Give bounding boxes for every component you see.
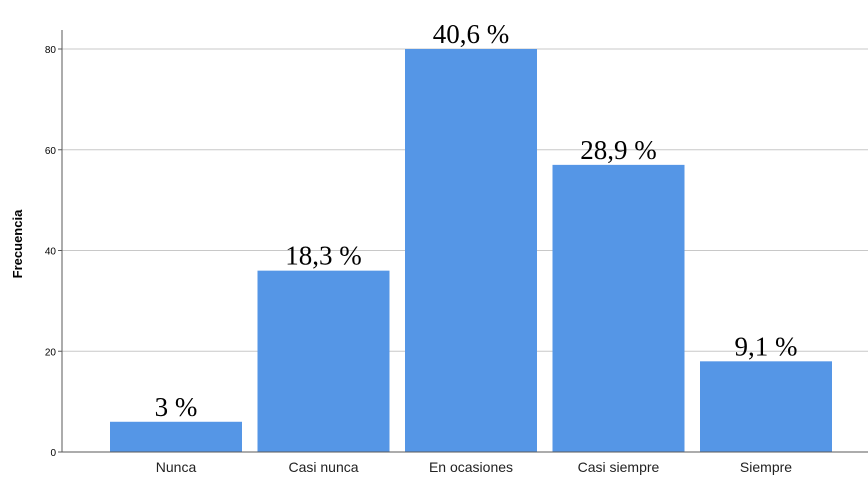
bar xyxy=(552,164,685,453)
data-label: 3 % xyxy=(155,392,198,422)
x-tick-label: En ocasiones xyxy=(429,459,513,475)
x-tick-label: Nunca xyxy=(156,459,197,475)
data-label: 40,6 % xyxy=(433,19,510,49)
x-tick-labels: Nunca Casi nunca En ocasiones Casi siempre S… xyxy=(156,459,793,475)
x-tick-label: Casi siempre xyxy=(578,459,660,475)
bar xyxy=(110,421,242,452)
y-tick-label: 60 xyxy=(45,146,57,157)
y-tick-label: 40 xyxy=(45,247,57,258)
y-tick-label: 80 xyxy=(45,45,57,56)
y-tick-label: 0 xyxy=(50,448,56,459)
x-tick-label: Siempre xyxy=(740,459,792,475)
axes xyxy=(58,30,868,453)
bar xyxy=(700,361,832,452)
data-labels: 3 % 18,3 % 40,6 % 28,9 % 9,1 % xyxy=(155,19,798,422)
bars xyxy=(110,49,832,453)
y-axis-label: Frecuencia xyxy=(10,209,25,278)
x-tick-label: Casi nunca xyxy=(288,459,358,475)
data-label: 9,1 % xyxy=(735,331,798,361)
data-label: 18,3 % xyxy=(285,241,362,271)
y-tick-label: 20 xyxy=(45,347,57,358)
bar xyxy=(405,49,537,452)
data-label: 28,9 % xyxy=(580,135,657,165)
bar xyxy=(257,270,390,452)
y-tick-labels: 0 20 40 60 80 xyxy=(45,45,57,459)
